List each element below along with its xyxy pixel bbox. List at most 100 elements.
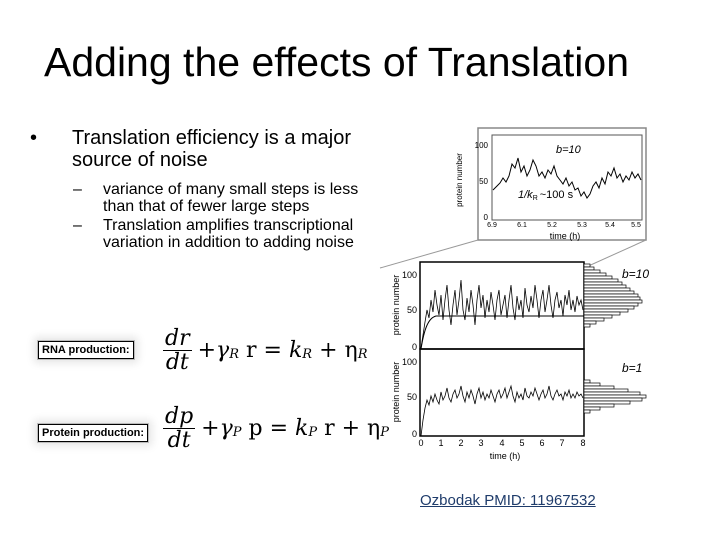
histogram-bottom — [583, 379, 647, 414]
histogram-bar — [583, 385, 615, 390]
histogram-bar — [583, 406, 601, 411]
main-top-trace — [420, 279, 584, 349]
main-xtick: 8 — [580, 438, 585, 448]
sub-bullet-text: variance of many small steps is less tha… — [103, 181, 359, 216]
histogram-bar — [583, 293, 639, 298]
main-top-b-label: b=10 — [622, 267, 649, 281]
main-xlabel: time (h) — [490, 451, 521, 461]
rna-eq-sub: R — [229, 347, 239, 363]
protein-eq-term: r + η — [317, 416, 381, 442]
inset-ytick: 100 — [475, 141, 489, 150]
bullet-text: Translation efficiency is a major source… — [72, 127, 352, 171]
inset-ytick: 50 — [479, 177, 488, 186]
protein-derivative-numerator: dp — [163, 404, 196, 430]
zoom-connector — [379, 239, 479, 269]
main-bottom-b-label: b=1 — [622, 361, 642, 375]
sub-bullet-item: – Translation amplifies transcriptional … — [30, 217, 380, 252]
main-top-mean-curve — [420, 315, 584, 350]
histogram-bar — [583, 388, 629, 393]
histogram-bar — [583, 290, 635, 295]
histogram-bar — [583, 311, 621, 316]
rna-eq-k: k — [288, 338, 303, 364]
protein-eq-k: k — [295, 416, 309, 442]
inset-rate-label-sub: R — [533, 195, 538, 202]
rna-derivative-denominator: dt — [165, 350, 189, 376]
bullet-item: • Translation efficiency is a major sour… — [30, 127, 380, 171]
histogram-bar — [583, 394, 647, 399]
sub-bullet-item: – variance of many small steps is less t… — [30, 181, 380, 216]
histogram-bar — [583, 296, 641, 301]
main-xtick: 3 — [478, 438, 483, 448]
histogram-bar — [583, 275, 613, 280]
histogram-bar — [583, 403, 615, 408]
protein-eq-sub: P — [232, 425, 242, 441]
main-bottom-ylabel: protein number — [391, 362, 401, 423]
histogram-bar — [583, 299, 643, 304]
inset-ytick: 0 — [484, 213, 489, 222]
histogram-bar — [583, 400, 631, 405]
main-bottom-trace — [420, 384, 584, 437]
protein-derivative: dp dt — [163, 404, 196, 454]
histogram-bar — [583, 287, 631, 292]
inset-xtick: 6.1 — [517, 222, 527, 229]
inset-xtick: 5.3 — [577, 222, 587, 229]
sub-bullet-list: – variance of many small steps is less t… — [30, 181, 380, 251]
rna-eq-term: r = — [239, 338, 289, 364]
main-xtick: 6 — [539, 438, 544, 448]
main-top-ytick: 100 — [402, 270, 417, 280]
bullet-marker: • — [30, 127, 38, 149]
main-xtick: 5 — [519, 438, 524, 448]
sub-bullet-marker: – — [73, 181, 82, 199]
main-xtick: 1 — [438, 438, 443, 448]
protein-eq-sub: P — [380, 425, 389, 441]
histogram-bar — [583, 397, 643, 402]
histogram-bar — [583, 278, 619, 283]
histogram-bar — [583, 382, 601, 387]
inset-ylabel: protein number — [455, 153, 464, 207]
inset-xlabel: time (h) — [550, 231, 581, 241]
histogram-bar — [583, 314, 613, 319]
slide-title: Adding the effects of Translation — [44, 39, 630, 85]
rna-derivative: dr dt — [163, 327, 192, 374]
rna-eq-term: + η — [312, 338, 358, 364]
inset-trace — [492, 157, 642, 199]
protein-eq-sub: P — [308, 425, 318, 441]
inset-rate-label-text: 1/k — [518, 189, 533, 201]
histogram-bar — [583, 305, 635, 310]
histogram-bar — [583, 391, 641, 396]
inset-xtick: 5.2 — [547, 222, 557, 229]
inset-rate-label-value: ~100 s — [540, 189, 574, 201]
rna-eq-sub: R — [302, 347, 313, 363]
main-xtick: 4 — [499, 438, 504, 448]
main-xtick: 2 — [458, 438, 463, 448]
main-xtick: 0 — [418, 438, 423, 448]
histogram-bar — [583, 323, 591, 328]
rna-derivative-numerator: dr — [163, 326, 192, 352]
inset-xtick: 5.4 — [605, 222, 615, 229]
main-bottom-plot-area — [419, 348, 585, 437]
reference-link[interactable]: Ozbodak PMID: 11967532 — [420, 492, 596, 509]
rna-eq-term: + — [197, 338, 217, 364]
histogram-bar — [583, 320, 597, 325]
protein-eq-term: + — [201, 416, 220, 442]
inset-xtick: 6.9 — [487, 222, 497, 229]
main-bottom-ytick: 0 — [412, 429, 417, 439]
inset-b-label: b=10 — [556, 144, 582, 156]
histogram-bar — [583, 409, 591, 414]
main-xtick: 7 — [559, 438, 564, 448]
rna-eq-gamma: γ — [216, 338, 230, 364]
bullet-list: • Translation efficiency is a major sour… — [30, 127, 380, 252]
histogram-bar — [583, 281, 623, 286]
main-top-ytick: 50 — [407, 305, 417, 315]
main-bottom-ytick: 50 — [407, 392, 417, 402]
histogram-bar — [583, 302, 639, 307]
rna-eq-sub: R — [357, 347, 368, 363]
inset-plot-area — [491, 134, 643, 221]
protein-derivative-denominator: dt — [167, 428, 191, 454]
main-top-ylabel: protein number — [391, 275, 401, 336]
sub-bullet-marker: – — [73, 216, 82, 234]
zoom-connector — [583, 239, 647, 269]
protein-eq-term: p = — [241, 416, 296, 442]
